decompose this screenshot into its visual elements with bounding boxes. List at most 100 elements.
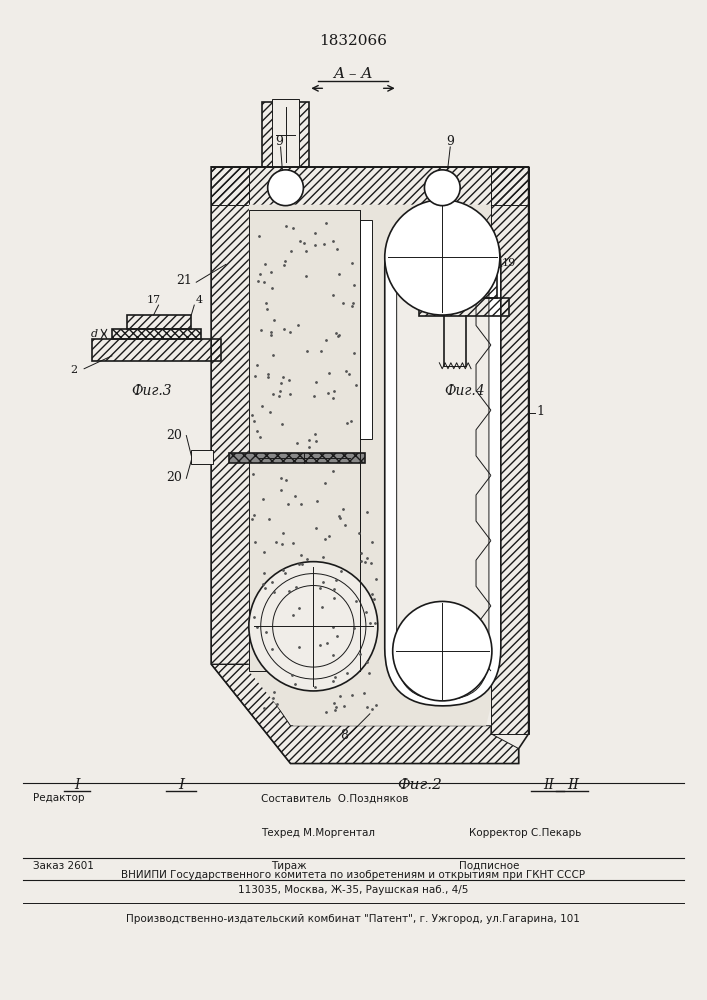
Point bbox=[308, 388, 320, 404]
Point bbox=[329, 383, 340, 399]
Point bbox=[351, 593, 362, 609]
Point bbox=[257, 398, 268, 414]
Point bbox=[310, 433, 322, 449]
Point bbox=[346, 687, 357, 703]
Point bbox=[348, 277, 359, 293]
Text: II: II bbox=[543, 778, 554, 792]
Point bbox=[312, 493, 323, 509]
Point bbox=[315, 580, 326, 596]
Point bbox=[248, 507, 259, 523]
Point bbox=[293, 317, 304, 333]
Point bbox=[327, 673, 339, 689]
Point bbox=[250, 368, 261, 384]
Bar bbox=[211, 167, 529, 205]
Point bbox=[300, 268, 312, 284]
Point bbox=[284, 386, 295, 402]
Point bbox=[269, 684, 280, 700]
Text: Фиг.3: Фиг.3 bbox=[132, 384, 172, 398]
Point bbox=[320, 704, 332, 720]
Point bbox=[320, 332, 332, 348]
Point bbox=[277, 369, 288, 385]
Point bbox=[361, 550, 373, 566]
Point bbox=[334, 266, 345, 282]
Point bbox=[276, 375, 287, 391]
Text: 1832066: 1832066 bbox=[319, 34, 387, 48]
FancyBboxPatch shape bbox=[385, 210, 501, 706]
Point bbox=[269, 584, 280, 600]
Point bbox=[268, 690, 279, 706]
Text: 4: 4 bbox=[196, 295, 203, 305]
Point bbox=[287, 667, 298, 683]
Point bbox=[258, 491, 269, 507]
Point bbox=[287, 535, 298, 551]
Text: 9: 9 bbox=[446, 135, 454, 148]
Point bbox=[267, 347, 279, 363]
Text: 18: 18 bbox=[417, 248, 431, 258]
Point bbox=[282, 496, 293, 512]
Point bbox=[329, 702, 341, 718]
Circle shape bbox=[385, 200, 500, 315]
Point bbox=[322, 635, 333, 651]
Point bbox=[337, 501, 349, 517]
Point bbox=[276, 416, 288, 432]
Point bbox=[319, 531, 330, 547]
Text: 8: 8 bbox=[340, 729, 348, 742]
Point bbox=[248, 609, 259, 625]
Point bbox=[247, 407, 258, 423]
Point bbox=[265, 327, 276, 343]
Circle shape bbox=[424, 170, 460, 206]
Point bbox=[276, 536, 288, 552]
Point bbox=[251, 357, 262, 373]
Point bbox=[261, 624, 272, 640]
Point bbox=[327, 233, 339, 249]
Bar bbox=[92, 339, 221, 361]
Point bbox=[248, 413, 259, 429]
Point bbox=[328, 695, 339, 711]
Point bbox=[331, 699, 342, 715]
Point bbox=[343, 366, 354, 382]
Point bbox=[290, 488, 301, 504]
Point bbox=[267, 386, 279, 402]
Text: 21: 21 bbox=[177, 274, 192, 287]
Bar bbox=[419, 298, 509, 316]
Point bbox=[314, 637, 325, 653]
Point bbox=[259, 565, 270, 581]
Point bbox=[293, 639, 305, 655]
Point bbox=[341, 415, 353, 431]
Bar bbox=[433, 276, 497, 298]
Point bbox=[280, 472, 291, 488]
Point bbox=[271, 696, 283, 712]
Text: Редактор: Редактор bbox=[33, 793, 84, 803]
Point bbox=[348, 620, 359, 636]
Point bbox=[370, 615, 381, 631]
Point bbox=[350, 377, 361, 393]
Point bbox=[346, 298, 358, 314]
Point bbox=[287, 220, 298, 236]
Bar bbox=[112, 329, 201, 339]
Point bbox=[365, 555, 376, 571]
Point bbox=[267, 641, 278, 657]
Point bbox=[303, 432, 315, 448]
Point bbox=[358, 685, 370, 701]
Point bbox=[323, 365, 334, 381]
Point bbox=[258, 700, 269, 716]
Point bbox=[261, 301, 272, 317]
Point bbox=[258, 544, 269, 560]
Point bbox=[301, 343, 312, 359]
Point bbox=[291, 579, 302, 595]
Text: d: d bbox=[90, 329, 98, 339]
Point bbox=[269, 312, 280, 328]
Text: 113035, Москва, Ж-35, Раушская наб., 4/5: 113035, Москва, Ж-35, Раушская наб., 4/5 bbox=[238, 885, 468, 895]
Bar bbox=[229, 453, 365, 463]
FancyBboxPatch shape bbox=[397, 210, 489, 700]
Point bbox=[293, 600, 305, 616]
Point bbox=[355, 646, 366, 662]
Text: A – A: A – A bbox=[333, 67, 373, 81]
Text: 1: 1 bbox=[537, 405, 544, 418]
Point bbox=[258, 274, 269, 290]
Bar bbox=[491, 167, 529, 734]
Point bbox=[348, 345, 359, 361]
Bar bbox=[249, 210, 360, 671]
Text: 9: 9 bbox=[276, 135, 284, 148]
Point bbox=[366, 534, 378, 550]
